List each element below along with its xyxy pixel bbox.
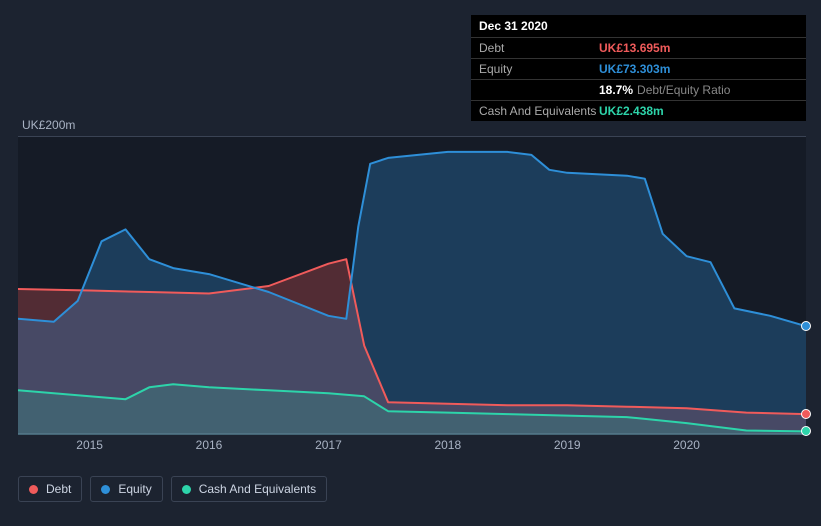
tooltip-row: 18.7%Debt/Equity Ratio bbox=[471, 80, 806, 101]
x-tick-label: 2017 bbox=[315, 438, 342, 452]
legend-item-debt[interactable]: Debt bbox=[18, 476, 82, 502]
tooltip-row: EquityUK£73.303m bbox=[471, 59, 806, 80]
legend-swatch bbox=[101, 485, 110, 494]
chart-tooltip: Dec 31 2020 DebtUK£13.695mEquityUK£73.30… bbox=[471, 15, 806, 121]
x-tick-label: 2016 bbox=[196, 438, 223, 452]
tooltip-row-value: UK£2.438m bbox=[599, 104, 664, 118]
tooltip-row-value: UK£73.303m bbox=[599, 62, 670, 76]
x-tick-label: 2019 bbox=[554, 438, 581, 452]
tooltip-date: Dec 31 2020 bbox=[471, 15, 806, 38]
tooltip-row-label: Debt bbox=[479, 41, 599, 55]
x-tick-label: 2015 bbox=[76, 438, 103, 452]
tooltip-row-label: Equity bbox=[479, 62, 599, 76]
tooltip-row: DebtUK£13.695m bbox=[471, 38, 806, 59]
tooltip-row: Cash And EquivalentsUK£2.438m bbox=[471, 101, 806, 121]
legend-item-equity[interactable]: Equity bbox=[90, 476, 162, 502]
debt-end-marker bbox=[801, 409, 811, 419]
tooltip-row-value: 18.7%Debt/Equity Ratio bbox=[599, 83, 730, 97]
y-axis-max-label: UK£200m bbox=[22, 118, 75, 132]
legend: Debt Equity Cash And Equivalents bbox=[18, 476, 327, 502]
legend-label: Cash And Equivalents bbox=[199, 482, 316, 496]
equity-end-marker bbox=[801, 321, 811, 331]
legend-label: Equity bbox=[118, 482, 151, 496]
tooltip-row-label bbox=[479, 83, 599, 97]
x-tick-label: 2018 bbox=[434, 438, 461, 452]
plot-area[interactable] bbox=[18, 136, 806, 434]
tooltip-row-suffix: Debt/Equity Ratio bbox=[637, 83, 730, 97]
equity-area bbox=[18, 152, 806, 435]
x-tick-label: 2020 bbox=[673, 438, 700, 452]
legend-item-cash[interactable]: Cash And Equivalents bbox=[171, 476, 327, 502]
x-axis-ticks: 2015 2016 2017 2018 2019 2020 bbox=[18, 438, 806, 458]
tooltip-row-label: Cash And Equivalents bbox=[479, 104, 599, 118]
legend-swatch bbox=[29, 485, 38, 494]
legend-swatch bbox=[182, 485, 191, 494]
legend-label: Debt bbox=[46, 482, 71, 496]
tooltip-row-value: UK£13.695m bbox=[599, 41, 670, 55]
cash-end-marker bbox=[801, 426, 811, 436]
